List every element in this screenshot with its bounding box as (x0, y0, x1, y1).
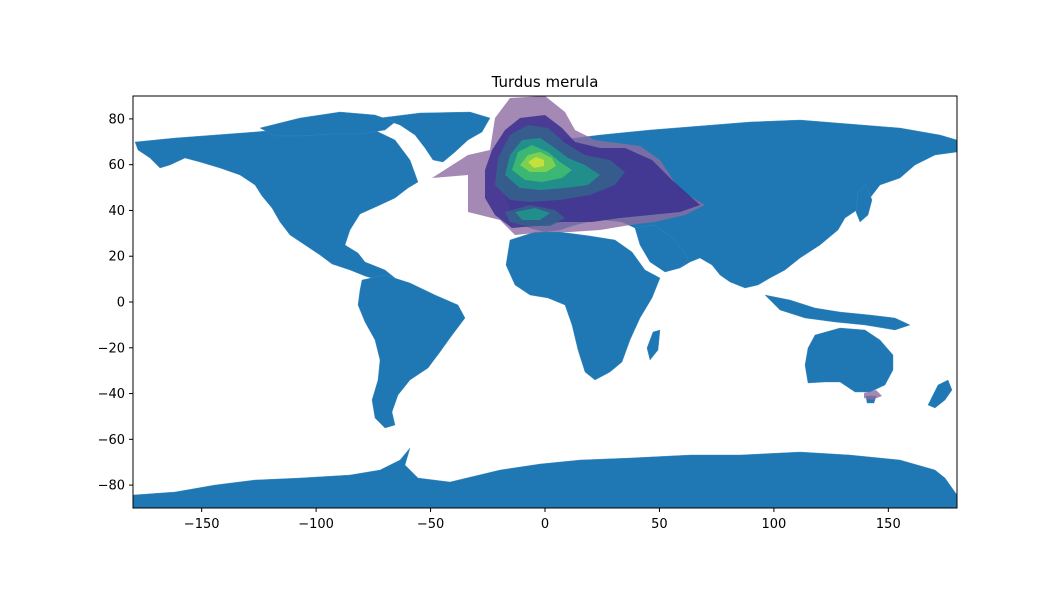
y-tick-label: −60 (98, 433, 125, 448)
density-level-7 (528, 157, 544, 168)
x-tick-label: −150 (184, 517, 220, 532)
x-tick-label: −50 (417, 517, 444, 532)
y-axis-ticks: −80 −60 −40 −20 0 20 40 60 80 (98, 112, 133, 494)
y-tick-label: −20 (98, 341, 125, 356)
land-arabia (634, 224, 689, 273)
x-axis-ticks: −150 −100 −50 0 50 100 150 (184, 508, 901, 532)
land-arctic-islands (259, 111, 396, 137)
land-north-america (134, 125, 419, 281)
land-japan (855, 184, 873, 223)
y-tick-label: 80 (108, 112, 125, 127)
land-africa (505, 231, 661, 381)
density-contours (432, 96, 882, 400)
land-australia (804, 327, 894, 393)
land-madagascar (646, 329, 661, 361)
land-south-america (357, 274, 466, 429)
y-tick-label: 20 (108, 250, 125, 265)
x-tick-label: −100 (298, 517, 334, 532)
y-tick-label: 60 (108, 158, 125, 173)
y-tick-label: 40 (108, 204, 125, 219)
density-level-1-australia (864, 390, 882, 400)
land-greenland (379, 111, 491, 163)
density-level-4-south (515, 208, 550, 220)
y-tick-label: −80 (98, 479, 125, 494)
land-indonesia (764, 294, 911, 331)
x-tick-label: 0 (541, 517, 549, 532)
x-tick-label: 50 (651, 517, 668, 532)
y-tick-label: −40 (98, 387, 125, 402)
x-tick-label: 100 (761, 517, 786, 532)
land-new-zealand (927, 379, 953, 409)
chart-title: Turdus merula (491, 73, 599, 91)
y-tick-label: 0 (117, 296, 125, 311)
x-tick-label: 150 (876, 517, 901, 532)
plot-area (133, 96, 957, 508)
land-antarctica (133, 447, 957, 508)
